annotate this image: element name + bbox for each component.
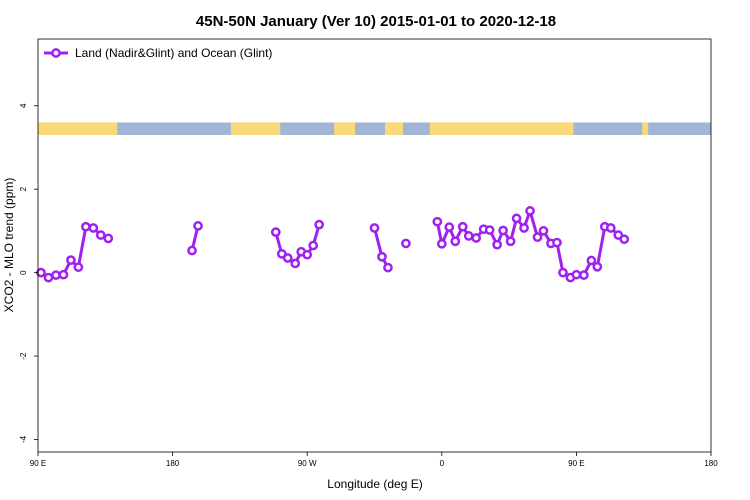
data-point (586, 255, 597, 266)
data-point (193, 221, 203, 231)
data-point (571, 269, 582, 280)
land-segment (384, 122, 403, 135)
land-segment (38, 122, 118, 135)
y-axis: -4 -2 0 2 4 (19, 103, 38, 443)
data-point (302, 249, 313, 260)
x-tick-label: 90 E (568, 459, 584, 468)
y-axis-title: XCO2 - MLO trend (ppm) (2, 178, 16, 313)
data-point (88, 223, 99, 233)
y-tick-label: 2 (19, 186, 28, 191)
data-point (58, 269, 69, 280)
data-point (444, 222, 455, 232)
data-point (383, 262, 393, 273)
data-point (51, 270, 61, 280)
data-point (538, 226, 549, 236)
legend-marker (51, 48, 61, 58)
x-axis: 90 E 180 90 W 0 90 E 180 (30, 452, 718, 468)
series-layer (36, 206, 630, 283)
data-point (270, 227, 281, 238)
ocean-band (38, 122, 711, 135)
x-tick-label: 90 W (298, 459, 317, 468)
y-tick-label: 4 (19, 103, 28, 108)
data-point (290, 258, 301, 269)
y-tick-label: -2 (19, 352, 28, 360)
data-point (492, 239, 502, 250)
data-point (471, 233, 482, 243)
x-axis-title: Longitude (deg E) (327, 477, 422, 491)
y-tick-label: 0 (19, 270, 28, 275)
data-point (369, 223, 380, 233)
data-point (73, 262, 84, 273)
data-point (498, 225, 508, 236)
chart-title: 45N-50N January (Ver 10) 2015-01-01 to 2… (196, 13, 556, 30)
data-point (592, 261, 603, 272)
data-point (282, 253, 293, 263)
land-segment (642, 122, 649, 135)
land-segment (334, 122, 356, 135)
data-point (187, 245, 197, 256)
data-point (36, 267, 46, 278)
data-point (436, 238, 447, 249)
plot-frame (37, 38, 712, 453)
data-point (463, 231, 474, 241)
data-point (314, 219, 325, 230)
data-point (505, 236, 516, 247)
data-point (401, 238, 411, 249)
x-tick-label: 180 (704, 459, 718, 468)
data-point (484, 225, 495, 235)
data-point (552, 237, 562, 248)
data-point (377, 251, 387, 262)
x-tick-label: 180 (166, 459, 180, 468)
data-point (532, 232, 543, 243)
data-point (519, 223, 529, 233)
data-point (432, 216, 443, 227)
data-point (66, 255, 76, 265)
data-point (81, 221, 91, 232)
data-point (308, 240, 319, 251)
y-tick-label: -4 (19, 435, 28, 443)
x-tick-label: 0 (440, 459, 445, 468)
data-point (450, 236, 461, 247)
land-segment (429, 122, 574, 135)
data-point (525, 206, 535, 216)
data-point (103, 233, 114, 244)
data-point (511, 213, 522, 224)
land-segment (230, 122, 281, 135)
data-point (605, 223, 616, 233)
legend-label: Land (Nadir&Glint) and Ocean (Glint) (75, 46, 272, 60)
legend: Land (Nadir&Glint) and Ocean (Glint) (44, 46, 272, 60)
data-point (579, 270, 589, 280)
data-point (558, 267, 568, 278)
x-tick-label: 90 E (30, 459, 46, 468)
data-point (457, 221, 468, 232)
data-point (95, 230, 106, 240)
data-point (43, 272, 54, 283)
data-point (619, 234, 630, 245)
land-ocean-band (38, 122, 711, 135)
